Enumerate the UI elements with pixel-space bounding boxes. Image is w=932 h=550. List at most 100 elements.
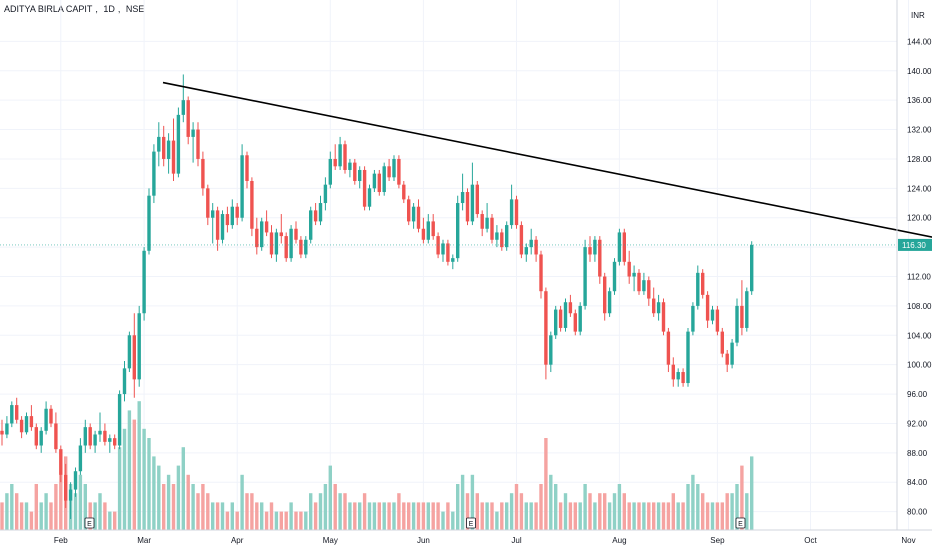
volume-bar bbox=[514, 484, 519, 530]
volume-bar bbox=[632, 502, 636, 530]
candle-body bbox=[83, 427, 87, 446]
candle-body bbox=[338, 144, 342, 167]
volume-bar bbox=[103, 502, 107, 530]
candle-body bbox=[0, 430, 4, 435]
price-tick-label: 108.00 bbox=[907, 302, 932, 311]
earnings-marker[interactable] bbox=[84, 517, 95, 529]
price-tick-label: 128.00 bbox=[907, 155, 932, 164]
candle-body bbox=[578, 305, 582, 332]
price-axis[interactable]: 144.00 140.00 136.00 132.00 128.00 124.00 120.… bbox=[0, 0, 932, 530]
symbol-title: ADITYA BIRLA CAPIT, 1D, NSE bbox=[4, 4, 145, 14]
volume-bar bbox=[686, 484, 690, 530]
candle-body bbox=[392, 158, 396, 178]
symbol-interval: 1D bbox=[103, 4, 115, 14]
candle-body bbox=[73, 471, 78, 490]
candle-body bbox=[426, 221, 430, 240]
price-tick-label: 96.00 bbox=[907, 390, 928, 399]
volume-bar bbox=[215, 502, 220, 530]
time-axis[interactable]: FebMarAprMayJunJulAugSepOctNovDec2022 bbox=[0, 529, 932, 545]
candle-body bbox=[509, 199, 514, 226]
candle-body bbox=[59, 449, 63, 475]
earnings-marker-label: E bbox=[469, 521, 474, 528]
candle-body bbox=[372, 173, 377, 189]
volume-bar bbox=[235, 511, 239, 530]
volume-bar bbox=[524, 502, 528, 530]
candle-body bbox=[451, 258, 455, 262]
volume-bar bbox=[426, 502, 430, 530]
volume-bar bbox=[509, 493, 514, 530]
candle-body bbox=[431, 221, 435, 237]
volume-bar bbox=[407, 502, 411, 530]
volume-bar bbox=[29, 511, 34, 530]
trendline[interactable] bbox=[162, 81, 932, 281]
price-tick-label: 132.00 bbox=[907, 126, 932, 135]
volume-bar bbox=[220, 502, 225, 530]
volume-bar bbox=[431, 502, 435, 530]
volume-bar bbox=[166, 474, 171, 530]
time-tick-label: Nov bbox=[901, 536, 915, 545]
candle-body bbox=[671, 364, 675, 380]
volume-bar bbox=[147, 438, 151, 530]
time-tick-label: Oct bbox=[804, 536, 817, 545]
price-tick-label: 100.00 bbox=[907, 361, 932, 370]
candle-body bbox=[93, 434, 97, 446]
volume-bar bbox=[264, 511, 269, 530]
time-tick-label: Aug bbox=[612, 536, 626, 545]
earnings-marker[interactable] bbox=[466, 517, 476, 529]
volume-bar bbox=[44, 493, 48, 530]
candle-body bbox=[514, 199, 519, 226]
volume-bar bbox=[691, 474, 695, 530]
volume-bar bbox=[465, 493, 470, 530]
volume-bar bbox=[617, 484, 622, 530]
volume-bar bbox=[142, 428, 146, 530]
volume-bar bbox=[372, 502, 377, 530]
candle-body bbox=[24, 416, 29, 433]
volume-bar bbox=[558, 502, 563, 530]
volume-bar bbox=[333, 484, 337, 530]
volume-bar bbox=[441, 511, 445, 530]
candle-body bbox=[534, 239, 538, 255]
volume-bar bbox=[505, 502, 509, 530]
candle-body bbox=[750, 244, 754, 292]
volume-bar bbox=[607, 502, 612, 530]
volume-bar bbox=[451, 511, 455, 530]
candle-body bbox=[603, 276, 607, 314]
earnings-marker[interactable] bbox=[735, 517, 746, 529]
volume-bar bbox=[117, 447, 122, 530]
candle-body bbox=[686, 331, 690, 384]
candle-body bbox=[294, 228, 298, 240]
candle-body bbox=[304, 239, 308, 255]
candle-body bbox=[411, 206, 416, 222]
candle-body bbox=[407, 199, 411, 222]
candle-body bbox=[480, 214, 484, 229]
volume-bar bbox=[603, 493, 607, 530]
candle-body bbox=[397, 158, 401, 185]
time-tick-label: May bbox=[323, 536, 338, 545]
volume-bar bbox=[15, 493, 19, 530]
candle-body bbox=[607, 291, 612, 314]
volume-bar bbox=[598, 493, 602, 530]
candle-body bbox=[122, 368, 127, 395]
volume-bar bbox=[701, 493, 705, 530]
volume-bar bbox=[656, 502, 661, 530]
volume-bar bbox=[490, 502, 494, 530]
volume-bar bbox=[392, 502, 396, 530]
candle-body bbox=[691, 305, 695, 332]
volume-bar bbox=[421, 502, 426, 530]
volume-bar bbox=[446, 502, 450, 530]
candle-body bbox=[108, 438, 112, 442]
volume-bar bbox=[98, 493, 102, 530]
volume-bar bbox=[289, 502, 293, 530]
candle-body bbox=[235, 206, 239, 218]
volume-bar bbox=[162, 484, 166, 530]
volume-bar bbox=[132, 419, 136, 530]
candle-body bbox=[29, 416, 34, 428]
grid-lines bbox=[0, 0, 909, 530]
candle-body bbox=[656, 302, 661, 314]
price-tick-label: 124.00 bbox=[907, 184, 932, 193]
trendline-line[interactable] bbox=[162, 81, 932, 281]
volume-bar bbox=[225, 511, 230, 530]
candle-body bbox=[475, 184, 479, 215]
